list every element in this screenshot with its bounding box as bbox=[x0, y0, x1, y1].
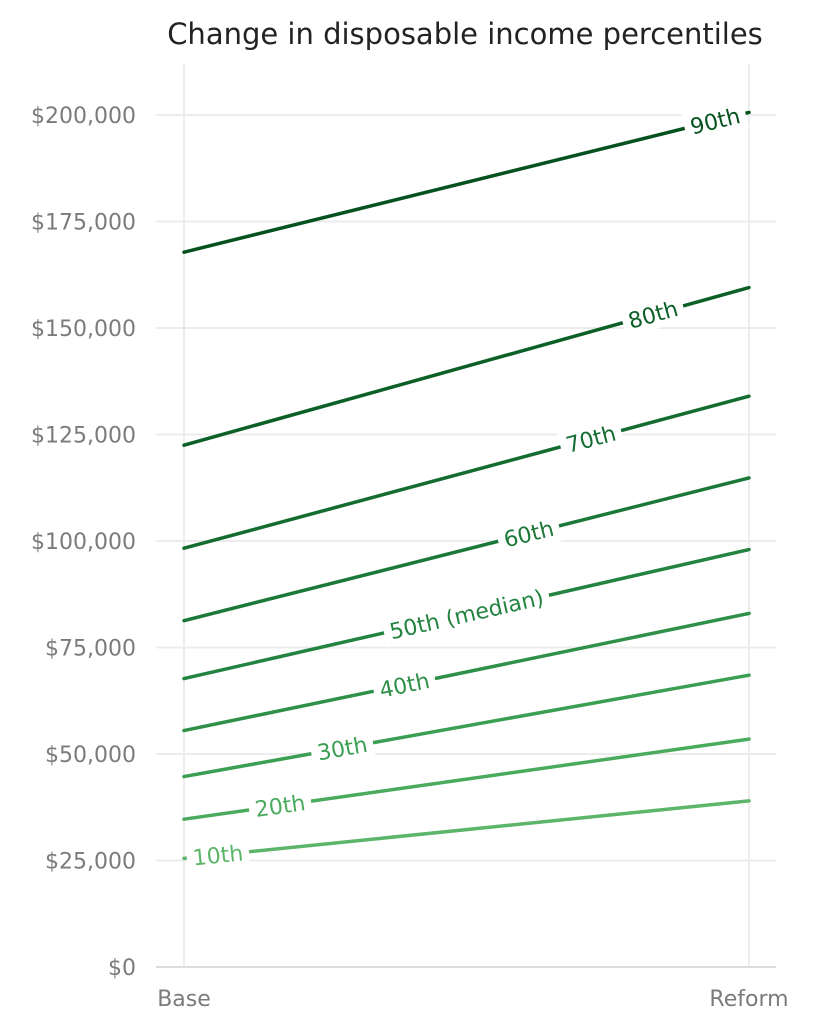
series-label: 10th bbox=[192, 841, 245, 871]
y-tick-label: $75,000 bbox=[45, 637, 136, 662]
series-label-group: 10th bbox=[185, 836, 251, 874]
series-line bbox=[182, 476, 751, 623]
series-label-background bbox=[370, 663, 439, 706]
y-tick-label: $100,000 bbox=[31, 530, 136, 555]
series-label-background bbox=[380, 580, 553, 648]
series-label-group: 30th bbox=[308, 727, 376, 769]
y-tick-label: $125,000 bbox=[31, 424, 136, 449]
series-label-group: 40th bbox=[370, 663, 439, 706]
y-tick-label: $175,000 bbox=[31, 211, 136, 236]
series-layer bbox=[182, 110, 751, 861]
x-tick-label: Reform bbox=[709, 987, 788, 1012]
series-label-background bbox=[308, 727, 376, 769]
series-label: 90th bbox=[688, 104, 743, 140]
series-label-background bbox=[681, 98, 750, 143]
axes: $0 $25,000 $50,000 $75,000 $100,000 $125,000 $… bbox=[31, 104, 789, 1012]
series-label-group: 80th bbox=[618, 291, 688, 338]
y-tick-label: $50,000 bbox=[45, 743, 136, 768]
series-label-background bbox=[185, 836, 251, 874]
series-line bbox=[182, 394, 751, 550]
series-line bbox=[182, 110, 751, 254]
series-label: 50th (median) bbox=[387, 586, 546, 645]
series-line bbox=[182, 673, 751, 779]
series-line bbox=[182, 611, 751, 733]
y-tick-label: $150,000 bbox=[31, 317, 136, 342]
series-label-group: 60th bbox=[494, 511, 563, 556]
x-tick-label: Base bbox=[157, 987, 211, 1012]
series-label-background bbox=[556, 416, 625, 462]
y-tick-label: $25,000 bbox=[45, 850, 136, 875]
y-tick-label: $0 bbox=[108, 956, 136, 981]
series-label-group: 90th bbox=[681, 98, 750, 143]
y-tick-label: $200,000 bbox=[31, 104, 136, 129]
series-label-background bbox=[618, 291, 688, 338]
series-label-group: 50th (median) bbox=[380, 580, 553, 648]
series-line bbox=[182, 799, 751, 861]
grid-lines bbox=[156, 63, 776, 968]
series-label-group: 70th bbox=[556, 416, 625, 462]
series-label: 60th bbox=[501, 517, 556, 554]
series-label-background bbox=[494, 511, 563, 556]
chart-title: Change in disposable income percentiles bbox=[167, 17, 763, 51]
series-label-background bbox=[246, 786, 314, 825]
series-label-group: 20th bbox=[246, 786, 314, 825]
